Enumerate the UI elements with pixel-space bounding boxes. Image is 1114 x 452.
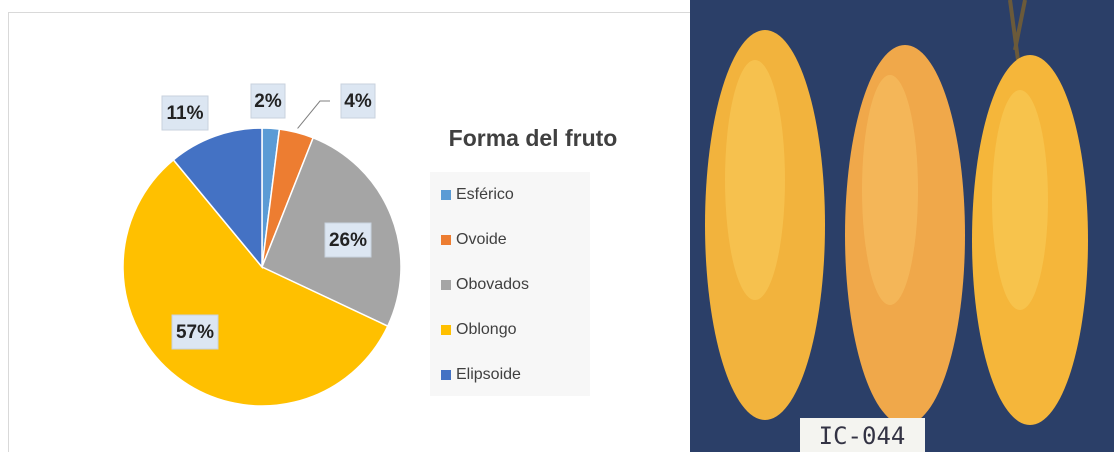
highlight: [862, 75, 918, 305]
data-label: 11%: [167, 103, 204, 124]
legend-swatch: [441, 280, 451, 290]
legend-swatch: [441, 370, 451, 380]
pie-slice: [172, 127, 263, 270]
legend-label: Obovados: [456, 276, 529, 293]
data-label: 2%: [254, 91, 282, 112]
legend-box: [430, 172, 590, 396]
photo-label: IC-044: [819, 422, 906, 450]
data-label: 26%: [329, 230, 367, 251]
data-label-box: [324, 222, 372, 258]
legend-label: Oblongo: [456, 321, 517, 338]
photo: IC-044: [690, 0, 1114, 452]
legend-swatch: [441, 325, 451, 335]
data-label-box: [171, 314, 219, 350]
data-label-box: [250, 83, 286, 119]
highlight: [992, 90, 1048, 310]
stem: [1008, 0, 1027, 61]
chart-title: Forma del fruto: [449, 125, 618, 151]
legend-swatch: [441, 190, 451, 200]
data-label: 4%: [344, 91, 372, 112]
highlight: [725, 60, 785, 300]
data-label-box: [340, 83, 376, 119]
legend-label: Elipsoide: [456, 366, 521, 383]
legend-label: Ovoide: [456, 231, 507, 248]
data-label-box: [161, 95, 209, 131]
legend-label: Esférico: [456, 186, 514, 203]
legend-swatch: [441, 235, 451, 245]
leader-line: [297, 100, 330, 129]
data-label: 57%: [176, 322, 214, 343]
photo-tag: [800, 418, 925, 452]
